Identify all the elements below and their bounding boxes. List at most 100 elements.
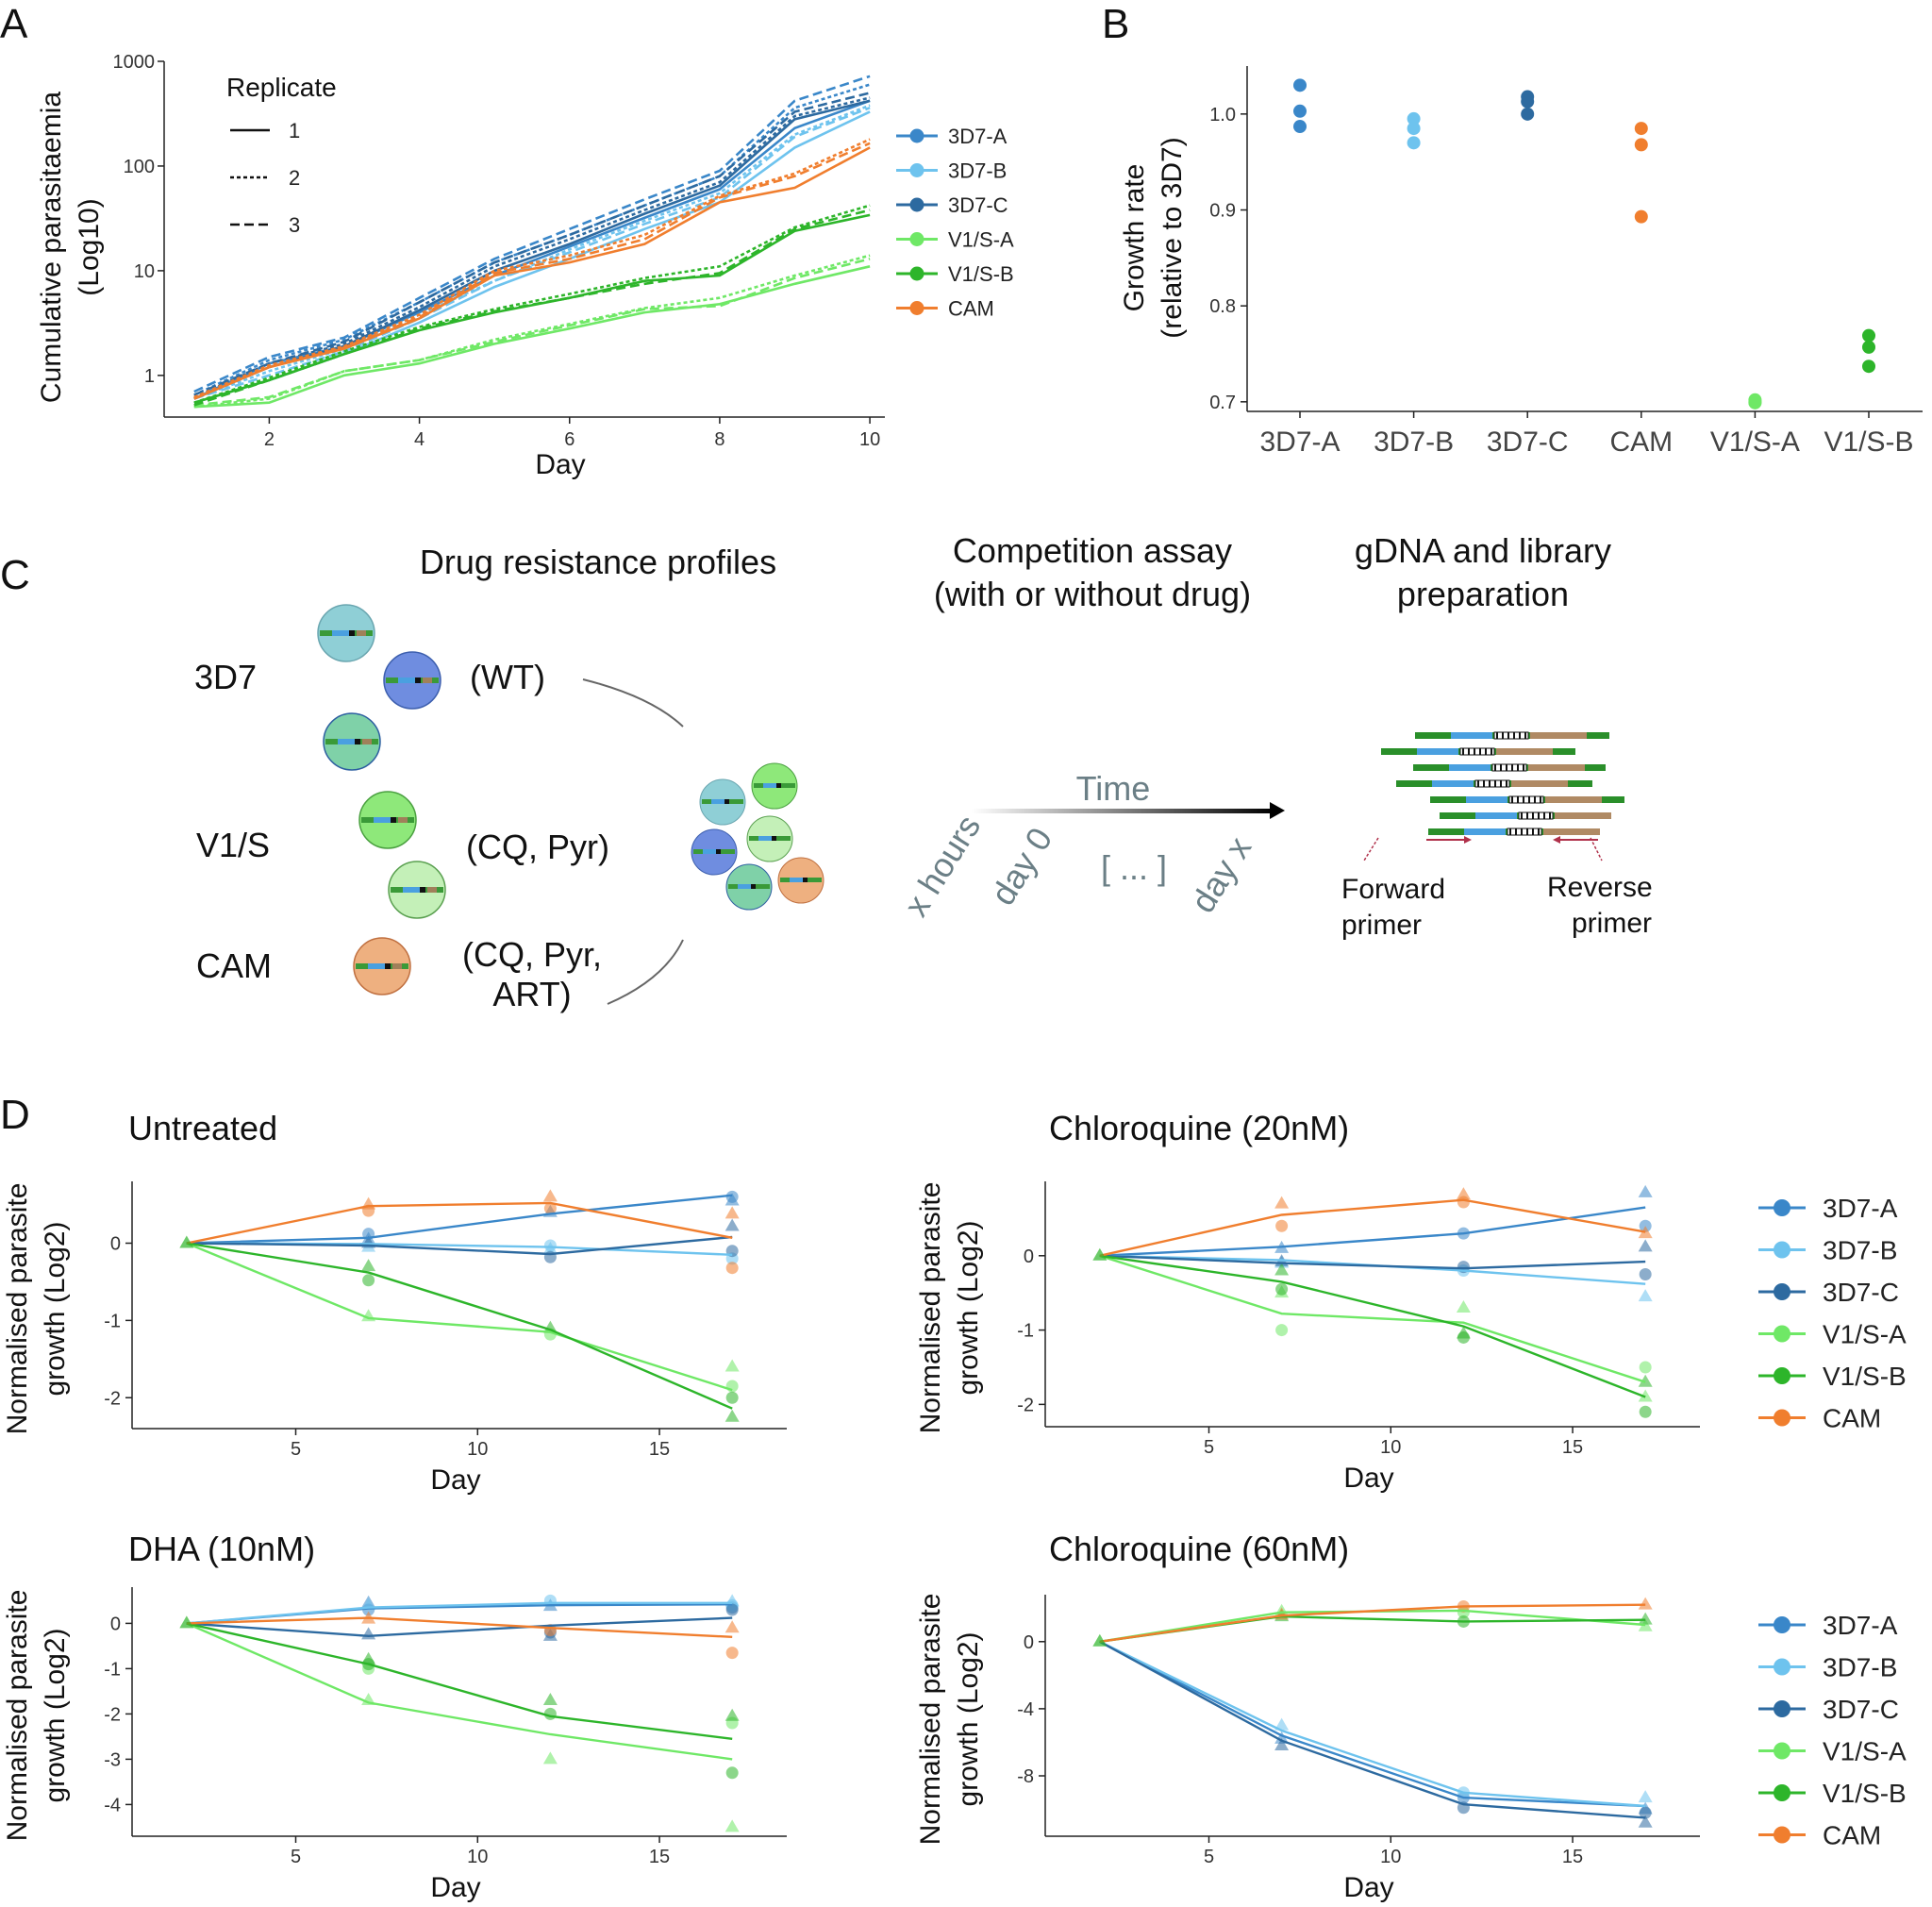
replicate-dot-v1-s-a xyxy=(1639,1361,1652,1374)
read-barcode-segment xyxy=(1491,763,1527,772)
legend-d-dot-cam xyxy=(1774,1826,1790,1844)
replicate-2-label: 2 xyxy=(289,166,300,190)
legend-d-dot-3d7-a xyxy=(1774,1199,1790,1216)
read-brown-segment xyxy=(1530,732,1587,739)
legend-d-label-3d7-a: 3D7-A xyxy=(1823,1611,1898,1640)
replicate-triangle-3d7-a xyxy=(1274,1731,1290,1744)
xlabel: Day xyxy=(1343,1872,1393,1903)
panel-a-ytick-label: 1000 xyxy=(113,52,156,73)
replicate-triangle-3d7-a xyxy=(1638,1184,1653,1197)
xlabel: Day xyxy=(430,1872,480,1903)
legend-d-label-v1-s-a: V1/S-A xyxy=(1823,1737,1907,1766)
panel-a-line-3d7-a-rep2 xyxy=(193,83,871,396)
legend-d-dot-3d7-b xyxy=(1774,1241,1790,1259)
ytick-label: -2 xyxy=(1017,1395,1034,1415)
forward-primer-label-2: primer xyxy=(1341,910,1422,941)
legend-a-dot-3d7-b xyxy=(909,163,924,177)
barcode-bar xyxy=(1496,732,1498,739)
panel-b-point-3d7-a xyxy=(1293,78,1307,92)
replicate-triangle-3d7-c xyxy=(361,1627,376,1640)
read-brown-segment xyxy=(1496,748,1553,755)
barcode-bar xyxy=(1477,780,1479,787)
mean-line-v1-s-a xyxy=(1099,1609,1646,1643)
mean-line-3d7-c xyxy=(1099,1254,1646,1270)
legend-d-dot-cam xyxy=(1774,1409,1790,1427)
panel-a-ticks: 2 4 6 8 10 1 10 100 1000 xyxy=(113,52,881,450)
panel-a-ytick-label: 10 xyxy=(134,261,155,282)
ylabel-2: growth (Log2) xyxy=(40,1221,71,1396)
legend-d-dot-3d7-c xyxy=(1774,1700,1790,1717)
barcode-bar xyxy=(1534,796,1536,803)
reverse-primer-label-1: Reverse xyxy=(1547,872,1653,903)
panel-b-xtick-label-cam: CAM xyxy=(1609,427,1673,458)
barcode-bar xyxy=(1506,780,1507,787)
replicate-triangle-v1-s-b xyxy=(1638,1374,1653,1387)
strain-cam-label: CAM xyxy=(196,946,272,985)
replicate-dot-3d7-c xyxy=(725,1603,739,1616)
barcode-bar xyxy=(1489,780,1491,787)
panel-b-point-3d7-b xyxy=(1407,122,1421,136)
ytick-label: -4 xyxy=(104,1795,121,1815)
replicate-dot-v1-s-b xyxy=(725,1766,739,1780)
panel-b-point-cam xyxy=(1634,122,1648,136)
barcode-bar xyxy=(1521,812,1523,819)
replicate-triangle-v1-s-b xyxy=(542,1693,558,1705)
xtick-label: 15 xyxy=(1562,1847,1583,1867)
ytick-label: -1 xyxy=(1017,1321,1034,1342)
xtick-label: 10 xyxy=(467,1439,488,1460)
panel-b-point-3d7-c xyxy=(1521,107,1535,121)
arc-bottom xyxy=(607,939,684,1005)
replicate-triangle-v1-s-b xyxy=(724,1409,740,1422)
ylabel-2: growth (Log2) xyxy=(40,1628,71,1802)
cell-v1s-1 xyxy=(358,791,417,849)
start-marker xyxy=(1092,1247,1108,1261)
forward-primer-pointer xyxy=(1363,837,1379,861)
panel-c-label: C xyxy=(0,552,30,598)
read-blue-segment xyxy=(1417,748,1458,755)
barcode-bar xyxy=(1538,828,1540,835)
panel-b-point-cam xyxy=(1634,138,1648,152)
replicate-triangle-cam xyxy=(1456,1187,1471,1200)
barcode-bar xyxy=(1462,748,1464,755)
panel-b-xtick-label-v1-s-b: V1/S-B xyxy=(1824,427,1913,458)
barcode-bar xyxy=(1521,828,1523,835)
legend-d-dot-v1-s-b xyxy=(1774,1367,1790,1384)
forward-primer-label-1: Forward xyxy=(1341,874,1445,905)
mean-line-3d7-b xyxy=(1099,1640,1646,1808)
legend-a-dot-3d7-a xyxy=(909,128,924,143)
plot-title-chloroquine-20nm: Chloroquine (20nM) xyxy=(1049,1109,1349,1147)
replicate-triangle-3d7-c xyxy=(1638,1815,1653,1828)
panel-b-point-v1-s-b xyxy=(1862,340,1875,354)
read-blue-segment xyxy=(1464,828,1506,835)
barcode-bar xyxy=(1500,764,1502,771)
mean-line-cam xyxy=(1099,1198,1646,1257)
ylabel-1: Normalised parasite xyxy=(2,1590,33,1842)
legend-a-label-cam: CAM xyxy=(948,297,994,321)
start-marker xyxy=(179,1235,194,1248)
replicate-dot-3d7-c xyxy=(1639,1806,1652,1819)
legend-d-dot-3d7-b xyxy=(1774,1658,1790,1676)
legend-a-label-v1-s-b: V1/S-B xyxy=(948,262,1014,286)
mean-line-v1-s-a xyxy=(186,1622,733,1761)
replicate-1-label: 1 xyxy=(289,119,300,142)
panel-b-point-v1-s-b xyxy=(1862,360,1875,374)
ytick-label: -4 xyxy=(1017,1699,1034,1720)
ylabel-2: growth (Log2) xyxy=(953,1631,984,1806)
panel-b-xtick-label-3d7-a: 3D7-A xyxy=(1259,427,1340,458)
ytick-label: -1 xyxy=(104,1659,121,1680)
replicate-triangle-3d7-b xyxy=(1274,1717,1290,1731)
cell-cam xyxy=(353,937,411,995)
xlabel: Day xyxy=(430,1464,480,1496)
panel-a-axes xyxy=(163,61,885,418)
xtick-label: 15 xyxy=(649,1439,670,1460)
panel-b-ytick-label: 0.9 xyxy=(1209,201,1236,222)
read-brown-segment xyxy=(1555,812,1611,819)
read-blue-segment xyxy=(1475,812,1517,819)
barcode-bar xyxy=(1474,748,1475,755)
barcode-bar xyxy=(1515,828,1517,835)
replicate-dot-v1-s-b xyxy=(362,1274,375,1287)
panel-d-label: D xyxy=(0,1092,30,1138)
barcode-bar xyxy=(1517,764,1519,771)
panel-a-xtick-label: 6 xyxy=(564,429,575,450)
panel-b-ytick-label: 1.0 xyxy=(1209,105,1236,125)
